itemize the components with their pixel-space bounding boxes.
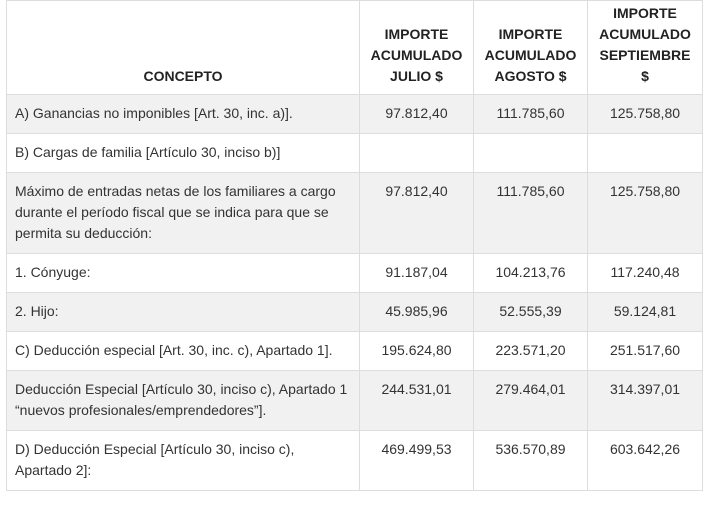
cell-septiembre xyxy=(587,133,703,173)
table-row: 2. Hijo: 45.985,96 52.555,39 59.124,81 xyxy=(6,292,703,332)
table-row: Máximo de entradas netas de los familiar… xyxy=(6,172,703,254)
cell-julio: 97.812,40 xyxy=(359,172,474,254)
header-septiembre: IMPORTE ACUMULADO SEPTIEMBRE $ xyxy=(587,0,703,95)
header-agosto: IMPORTE ACUMULADO AGOSTO $ xyxy=(473,0,588,95)
table-row: A) Ganancias no imponibles [Art. 30, inc… xyxy=(6,94,703,134)
cell-julio: 91.187,04 xyxy=(359,253,474,293)
table-header-row: CONCEPTO IMPORTE ACUMULADO JULIO $ IMPOR… xyxy=(6,0,703,95)
header-agosto-line: IMPORTE xyxy=(498,26,563,42)
header-julio: IMPORTE ACUMULADO JULIO $ xyxy=(359,0,474,95)
cell-julio: 244.531,01 xyxy=(359,370,474,431)
cell-septiembre: 251.517,60 xyxy=(587,331,703,371)
table-row: B) Cargas de familia [Artículo 30, incis… xyxy=(6,133,703,173)
cell-agosto: 111.785,60 xyxy=(473,94,588,134)
cell-julio: 45.985,96 xyxy=(359,292,474,332)
header-agosto-line: ACUMULADO xyxy=(484,47,577,63)
header-concepto: CONCEPTO xyxy=(6,0,360,95)
header-agosto-line: AGOSTO $ xyxy=(494,68,567,84)
cell-septiembre: 59.124,81 xyxy=(587,292,703,332)
cell-septiembre: 125.758,80 xyxy=(587,94,703,134)
cell-septiembre: 125.758,80 xyxy=(587,172,703,254)
cell-concept: 1. Cónyuge: xyxy=(6,253,360,293)
cell-julio: 469.499,53 xyxy=(359,430,474,491)
cell-concept: Deducción Especial [Artículo 30, inciso … xyxy=(6,370,360,431)
cell-concept: D) Deducción Especial [Artículo 30, inci… xyxy=(6,430,360,491)
cell-concept: B) Cargas de familia [Artículo 30, incis… xyxy=(6,133,360,173)
table-row: Deducción Especial [Artículo 30, inciso … xyxy=(6,370,703,431)
cell-julio: 97.812,40 xyxy=(359,94,474,134)
header-julio-line: IMPORTE xyxy=(384,26,449,42)
cell-concept: C) Deducción especial [Art. 30, inc. c),… xyxy=(6,331,360,371)
cell-septiembre: 314.397,01 xyxy=(587,370,703,431)
cell-agosto: 104.213,76 xyxy=(473,253,588,293)
header-julio-line: ACUMULADO xyxy=(370,47,463,63)
cell-agosto: 536.570,89 xyxy=(473,430,588,491)
header-septiembre-line: SEPTIEMBRE xyxy=(599,47,691,63)
header-septiembre-line: $ xyxy=(641,68,649,84)
cell-julio xyxy=(359,133,474,173)
cell-concept: 2. Hijo: xyxy=(6,292,360,332)
cell-agosto: 111.785,60 xyxy=(473,172,588,254)
table-row: D) Deducción Especial [Artículo 30, inci… xyxy=(6,430,703,491)
table-row: C) Deducción especial [Art. 30, inc. c),… xyxy=(6,331,703,371)
deductions-table: CONCEPTO IMPORTE ACUMULADO JULIO $ IMPOR… xyxy=(6,0,703,491)
cell-concept: Máximo de entradas netas de los familiar… xyxy=(6,172,360,254)
cell-agosto: 279.464,01 xyxy=(473,370,588,431)
cell-agosto: 223.571,20 xyxy=(473,331,588,371)
header-julio-line: JULIO $ xyxy=(390,68,443,84)
header-septiembre-line: ACUMULADO xyxy=(599,26,691,42)
cell-concept: A) Ganancias no imponibles [Art. 30, inc… xyxy=(6,94,360,134)
header-septiembre-line: IMPORTE xyxy=(613,5,677,21)
cell-septiembre: 117.240,48 xyxy=(587,253,703,293)
table-row: 1. Cónyuge: 91.187,04 104.213,76 117.240… xyxy=(6,253,703,293)
cell-julio: 195.624,80 xyxy=(359,331,474,371)
cell-septiembre: 603.642,26 xyxy=(587,430,703,491)
cell-agosto: 52.555,39 xyxy=(473,292,588,332)
cell-agosto xyxy=(473,133,588,173)
